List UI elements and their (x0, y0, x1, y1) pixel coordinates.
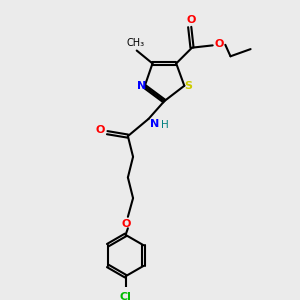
Text: Cl: Cl (120, 292, 131, 300)
Text: N: N (136, 81, 146, 91)
Text: O: O (122, 219, 131, 229)
Text: H: H (161, 120, 169, 130)
Text: S: S (184, 81, 192, 91)
Text: CH₃: CH₃ (126, 38, 144, 47)
Text: N: N (150, 119, 160, 129)
Text: O: O (186, 15, 196, 25)
Text: O: O (96, 125, 105, 135)
Text: O: O (215, 39, 224, 49)
